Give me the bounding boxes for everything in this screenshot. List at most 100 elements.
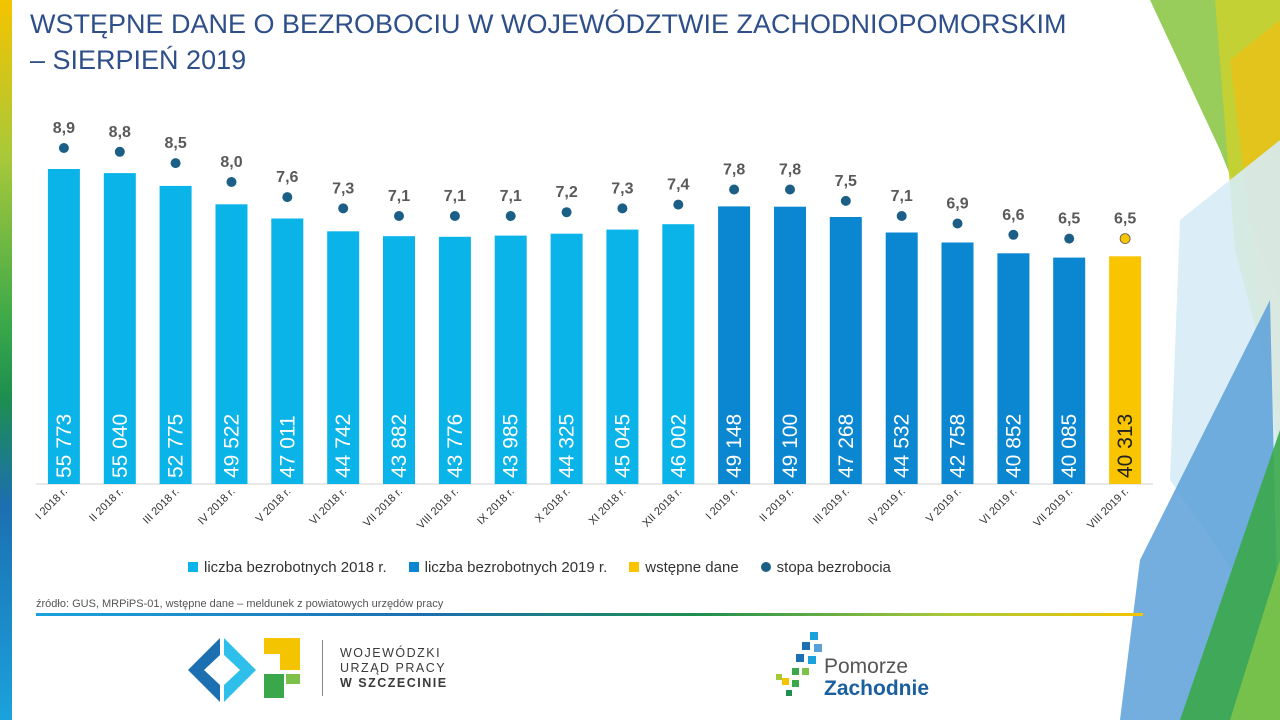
- source-divider: [36, 613, 1143, 616]
- x-tick-label-18: VI 2019 r.: [978, 486, 1020, 528]
- legend-item-rate: stopa bezrobocia: [760, 558, 891, 576]
- x-tick-label-20: VIII 2019 r.: [1085, 486, 1131, 532]
- bar-17: [941, 242, 974, 484]
- rate-label-17: 6,9: [946, 196, 968, 213]
- bar-18: [997, 253, 1030, 484]
- rate-label-5: 7,6: [276, 169, 298, 186]
- legend-swatch-rate: [760, 562, 771, 572]
- bar-value-label-15: 47 268: [835, 414, 858, 478]
- legend-swatch-preliminary: [629, 562, 640, 572]
- wup-logo-line-3: W SZCZECINIE: [340, 676, 448, 690]
- rate-label-13: 7,8: [723, 162, 745, 179]
- bar-16: [885, 232, 918, 484]
- rate-marker-10: [561, 207, 572, 218]
- rate-marker-16: [896, 211, 907, 221]
- bar-value-label-10: 44 325: [556, 414, 579, 478]
- bar-value-label-4: 49 522: [221, 414, 244, 478]
- x-tick-label-9: IX 2018 r.: [475, 486, 517, 528]
- bar-value-label-16: 44 532: [891, 414, 914, 478]
- legend-label-rate: stopa bezrobocia: [776, 558, 891, 576]
- source-note: źródło: GUS, MRPiPS-01, wstępne dane – m…: [36, 598, 444, 610]
- title-line-1: WSTĘPNE DANE O BEZROBOCIU W WOJEWÓDZTWIE…: [30, 9, 1067, 39]
- rate-label-11: 7,3: [611, 180, 633, 197]
- bar-9: [494, 235, 527, 484]
- rate-label-8: 7,1: [444, 188, 466, 205]
- rate-marker-5: [282, 192, 293, 203]
- rate-label-20: 6,5: [1114, 211, 1136, 228]
- bar-value-label-8: 43 776: [444, 414, 467, 478]
- rate-marker-4: [226, 177, 237, 187]
- bar-14: [774, 206, 806, 484]
- x-tick-label-2: II 2018 r.: [87, 486, 126, 525]
- rate-marker-3: [170, 158, 181, 169]
- x-tick-label-17: V 2019 r.: [924, 486, 964, 526]
- x-tick-label-8: VIII 2018 r.: [415, 486, 461, 532]
- bar-value-label-9: 43 985: [500, 414, 523, 478]
- rate-marker-13: [729, 184, 740, 195]
- bar-8: [438, 236, 471, 484]
- x-tick-label-3: III 2018 r.: [141, 486, 182, 527]
- rate-marker-18: [1008, 229, 1019, 240]
- bar-value-label-20: 40 313: [1114, 414, 1137, 478]
- rate-marker-6: [338, 203, 349, 214]
- bar-2: [103, 173, 136, 484]
- bar-3: [159, 185, 192, 484]
- rate-marker-19: [1064, 233, 1075, 244]
- legend-swatch-2018: [188, 562, 198, 572]
- rate-label-10: 7,2: [555, 184, 577, 201]
- legend-item-2018: liczba bezrobotnych 2018 r.: [188, 559, 387, 576]
- bar-19: [1053, 257, 1086, 484]
- legend-item-preliminary: wstępne dane: [629, 559, 739, 576]
- legend-label-2018: liczba bezrobotnych 2018 r.: [204, 558, 387, 576]
- rate-label-9: 7,1: [500, 188, 522, 205]
- pz-logo-line-2: Zachodnie: [824, 677, 930, 700]
- x-tick-label-5: V 2018 r.: [254, 486, 294, 526]
- wup-logo-mark: [188, 638, 300, 702]
- x-tick-label-11: XI 2018 r.: [587, 486, 629, 528]
- bar-1: [47, 169, 80, 484]
- bar-value-label-12: 46 002: [667, 414, 690, 478]
- rate-label-15: 7,5: [835, 173, 857, 190]
- rate-marker-9: [505, 211, 516, 221]
- wup-logo-separator: [322, 640, 323, 696]
- bar-4: [215, 204, 248, 485]
- bar-11: [606, 229, 639, 484]
- x-tick-label-12: XII 2018 r.: [640, 486, 684, 530]
- wup-logo: WOJEWÓDZKI URZĄD PRACY W SZCZECINIE: [180, 630, 480, 705]
- bar-value-label-14: 49 100: [779, 414, 802, 478]
- wup-logo-line-2: URZĄD PRACY: [340, 661, 447, 675]
- legend-item-2019: liczba bezrobotnych 2019 r.: [408, 559, 607, 576]
- bar-value-label-11: 45 045: [611, 414, 634, 478]
- bar-value-label-6: 44 742: [332, 414, 355, 478]
- rate-label-6: 7,3: [332, 180, 354, 197]
- rate-marker-17: [952, 218, 963, 229]
- rate-marker-15: [840, 195, 851, 206]
- rate-label-16: 7,1: [891, 188, 913, 205]
- bar-6: [327, 231, 360, 484]
- x-tick-label-1: I 2018 r.: [33, 486, 70, 523]
- bar-value-label-19: 40 085: [1058, 414, 1081, 478]
- rate-label-4: 8,0: [220, 154, 242, 171]
- x-tick-label-16: IV 2019 r.: [866, 486, 908, 528]
- pomorze-zachodnie-logo-mark: [776, 632, 822, 696]
- chart-legend: liczba bezrobotnych 2018 r. liczba bezro…: [188, 556, 891, 578]
- bar-5: [271, 218, 304, 484]
- wup-logo-line-1: WOJEWÓDZKI: [340, 646, 442, 660]
- rate-marker-1: [58, 143, 69, 153]
- bar-20: [1109, 256, 1142, 484]
- legend-swatch-2019: [408, 562, 419, 572]
- bar-10: [550, 233, 583, 484]
- rate-marker-2: [114, 146, 125, 157]
- rate-label-2: 8,8: [109, 124, 131, 141]
- rate-marker-20: [1119, 233, 1131, 245]
- rate-marker-12: [673, 199, 684, 210]
- rate-marker-11: [617, 203, 628, 214]
- left-decorative-strip: [0, 0, 12, 720]
- bar-7: [383, 236, 415, 484]
- x-tick-label-4: IV 2018 r.: [196, 486, 238, 528]
- bar-value-label-2: 55 040: [109, 414, 132, 478]
- bar-value-label-7: 43 882: [388, 414, 411, 478]
- rate-marker-14: [785, 184, 795, 195]
- x-tick-label-14: II 2019 r.: [757, 486, 796, 525]
